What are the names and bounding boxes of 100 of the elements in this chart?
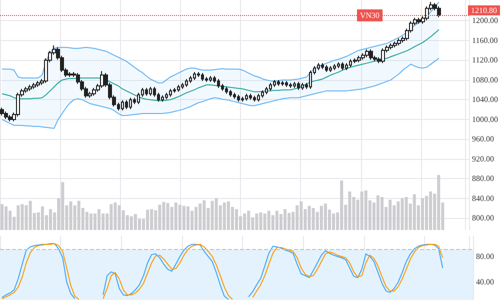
bar (4, 206, 8, 230)
bar (85, 212, 88, 230)
text: 1210.80 (471, 6, 497, 15)
candlestick (321, 62, 324, 70)
candlestick (185, 78, 188, 88)
candlestick (181, 82, 184, 90)
candlestick (257, 93, 260, 102)
bar (364, 190, 368, 230)
bar (73, 205, 76, 230)
candlestick (357, 55, 361, 63)
candlestick (189, 76, 192, 84)
bar (214, 198, 218, 230)
candlestick (24, 86, 28, 94)
y-tick-label: 40.00 (476, 278, 494, 287)
bar (130, 216, 133, 230)
bar (162, 202, 166, 230)
candlestick (245, 93, 248, 102)
bar (49, 209, 52, 230)
bar (275, 210, 278, 230)
candlestick (205, 76, 208, 82)
candlestick (133, 97, 136, 105)
candlestick (437, 6, 441, 18)
candlestick (397, 38, 401, 46)
candlestick (229, 89, 232, 98)
bar (396, 201, 400, 230)
candlestick (88, 91, 92, 98)
candlestick (173, 87, 176, 94)
candlestick (137, 92, 140, 105)
candlestick (233, 92, 236, 100)
bar (77, 200, 80, 230)
candlestick (341, 62, 344, 71)
bar (332, 214, 336, 230)
candlestick (217, 78, 220, 88)
bar (186, 206, 190, 230)
bar (340, 180, 344, 230)
candlestick (28, 84, 32, 92)
bar (259, 212, 262, 230)
y-tick-label: 1120.00 (472, 56, 498, 65)
bar (388, 200, 392, 230)
candlestick (277, 79, 280, 86)
bar (400, 198, 404, 230)
bar (308, 206, 311, 230)
candlestick (425, 6, 429, 21)
y-tick-label: 880.00 (472, 174, 494, 184)
bar (98, 209, 101, 230)
ref-line-label: VN30 (360, 10, 380, 20)
candlestick (36, 80, 40, 88)
bar (255, 214, 258, 230)
candlestick (237, 94, 240, 102)
y-tick-label: 1040.00 (472, 95, 498, 104)
bar (247, 210, 250, 230)
bar (320, 206, 323, 230)
candlestick (125, 100, 128, 110)
bar (194, 206, 198, 230)
candlestick (169, 88, 172, 98)
candlestick (297, 81, 300, 90)
bar (234, 209, 238, 230)
candlestick (301, 82, 304, 90)
bar (28, 200, 32, 230)
bar (288, 212, 291, 230)
bar (429, 192, 432, 230)
candlestick (309, 70, 312, 90)
line-series (2, 58, 440, 129)
y-tick-label: 1080.00 (472, 75, 498, 84)
candlestick (381, 48, 385, 64)
bar (312, 208, 315, 230)
bar (376, 195, 380, 230)
bar (283, 209, 287, 230)
candlestick (241, 96, 244, 102)
line-series (2, 29, 440, 102)
y-tick-label: 80.00 (476, 252, 494, 261)
bar (170, 206, 174, 230)
bar (263, 214, 266, 230)
bar (150, 209, 154, 230)
y-tick-label: 800.00 (472, 214, 494, 223)
candlestick (100, 70, 104, 88)
bar (360, 192, 364, 230)
candlestick (285, 80, 288, 88)
bar (158, 204, 162, 230)
candlestick (177, 84, 180, 92)
candlestick (293, 81, 296, 88)
bar (110, 204, 113, 230)
bar (198, 204, 202, 230)
y-tick-label: 1000.00 (472, 114, 498, 124)
y-tick-label: 960.00 (472, 134, 494, 144)
candlestick (337, 62, 340, 69)
bar (40, 206, 44, 230)
bar (24, 205, 28, 230)
bar (182, 206, 186, 230)
bar (174, 202, 178, 230)
candlestick (197, 72, 200, 78)
y-tick-label: 920.00 (472, 154, 494, 164)
candlestick (193, 72, 196, 80)
bar (178, 204, 182, 230)
candlestick (329, 66, 332, 73)
candlestick (129, 97, 132, 110)
candlestick (201, 72, 204, 82)
candlestick (353, 58, 357, 64)
candlestick (261, 90, 264, 98)
candlestick (361, 52, 365, 60)
